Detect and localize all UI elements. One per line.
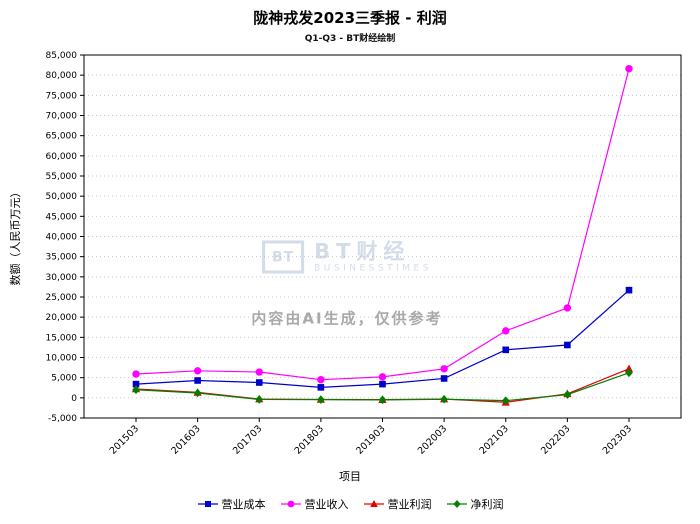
svg-text:202303: 202303 — [601, 423, 634, 456]
y-axis-label: 数额（人民币万元） — [9, 186, 22, 286]
chart-subtitle: Q1-Q3 - BT财经绘制 — [304, 34, 396, 44]
svg-text:5,000: 5,000 — [51, 374, 77, 384]
triangle-marker-icon — [363, 500, 384, 507]
svg-text:50,000: 50,000 — [46, 192, 78, 202]
legend-item-net-profit: 净利润 — [446, 496, 504, 512]
svg-text:20,000: 20,000 — [46, 313, 78, 323]
svg-text:85,000: 85,000 — [46, 51, 78, 61]
chart-title: 陇神戎发2023三季报 - 利润 — [253, 9, 447, 27]
svg-text:40,000: 40,000 — [46, 233, 78, 243]
svg-text:75,000: 75,000 — [46, 91, 78, 101]
legend-label: 营业成本 — [221, 498, 266, 511]
legend-item-operating-profit: 营业利润 — [363, 496, 432, 512]
square-marker-icon — [197, 501, 218, 507]
svg-text:202003: 202003 — [416, 423, 449, 456]
svg-text:201803: 201803 — [293, 423, 326, 456]
svg-text:35,000: 35,000 — [46, 253, 78, 263]
svg-text:202203: 202203 — [539, 423, 572, 456]
svg-text:80,000: 80,000 — [46, 71, 78, 81]
svg-text:0: 0 — [71, 394, 77, 404]
svg-text:70,000: 70,000 — [46, 112, 78, 122]
legend: 营业成本 营业收入 营业利润 净利润 — [0, 496, 700, 512]
legend-label: 营业收入 — [304, 498, 349, 511]
svg-text:202103: 202103 — [477, 423, 510, 456]
svg-text:10,000: 10,000 — [46, 354, 78, 364]
svg-text:60,000: 60,000 — [46, 152, 78, 162]
svg-text:45,000: 45,000 — [46, 212, 78, 222]
circle-marker-icon — [280, 500, 301, 508]
svg-text:201903: 201903 — [354, 423, 387, 456]
svg-text:201603: 201603 — [169, 423, 202, 456]
legend-item-operating-cost: 营业成本 — [197, 496, 266, 512]
diamond-marker-icon — [446, 500, 467, 508]
svg-text:65,000: 65,000 — [46, 132, 78, 142]
legend-label: 营业利润 — [387, 498, 432, 511]
legend-label: 净利润 — [470, 498, 504, 511]
svg-text:-5,000: -5,000 — [48, 414, 77, 424]
svg-text:55,000: 55,000 — [46, 172, 78, 182]
svg-text:25,000: 25,000 — [46, 293, 78, 303]
svg-text:201503: 201503 — [108, 423, 141, 456]
x-axis-label: 项目 — [339, 470, 361, 483]
svg-text:201703: 201703 — [231, 423, 264, 456]
svg-text:30,000: 30,000 — [46, 273, 78, 283]
plot-area: -5,000 0 5,000 10,000 15,000 20,000 25,000 30,0… — [46, 51, 682, 457]
legend-item-revenue: 营业收入 — [280, 496, 349, 512]
svg-text:15,000: 15,000 — [46, 333, 78, 343]
